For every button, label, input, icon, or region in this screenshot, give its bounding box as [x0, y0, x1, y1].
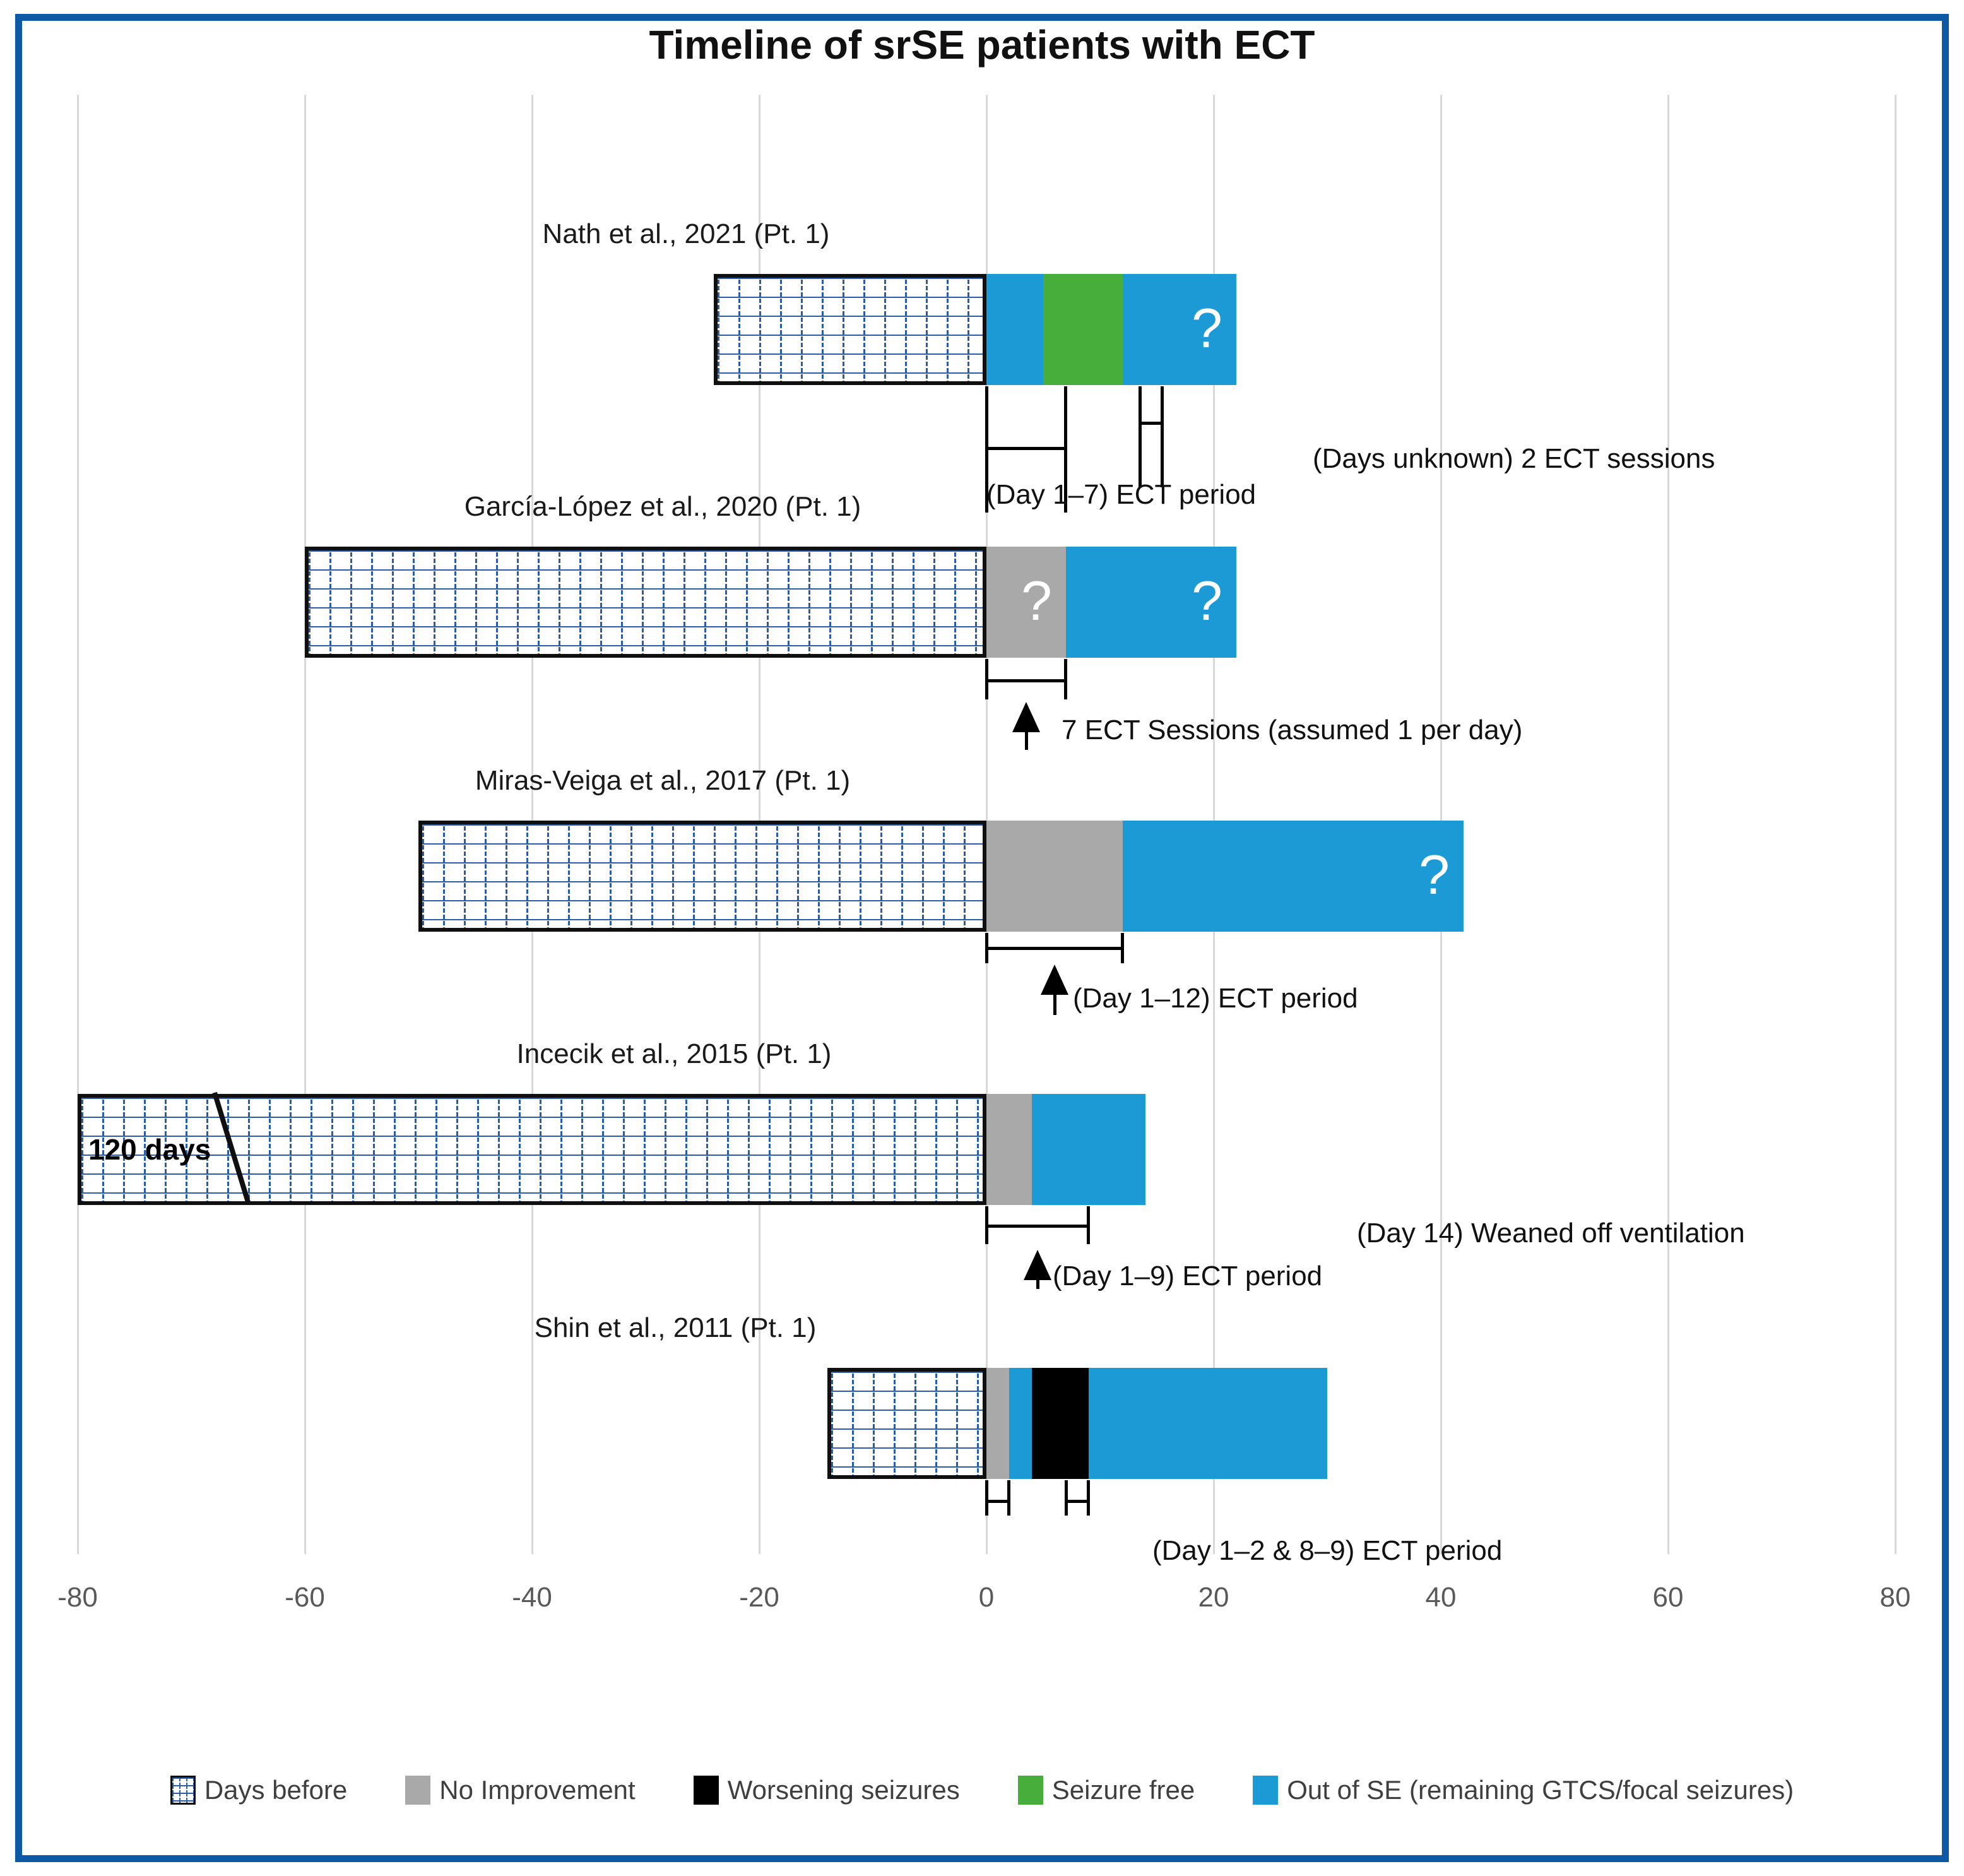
legend-label: Out of SE (remaining GTCS/focal seizures…	[1287, 1775, 1794, 1805]
annotation-arrow-stem	[1036, 1278, 1039, 1289]
legend-label: Days before	[204, 1775, 348, 1805]
gridline	[304, 95, 306, 1554]
bar-segment-out_of_se: ?	[1123, 821, 1464, 932]
bar-segment-out_of_se: ?	[1123, 274, 1236, 385]
legend-label: Seizure free	[1051, 1775, 1195, 1805]
annotation-text: (Day 1–12) ECT period	[1073, 983, 1358, 1014]
axis-tick-label: 40	[1425, 1582, 1457, 1613]
gridline	[1895, 95, 1896, 1554]
question-mark: ?	[1021, 569, 1052, 632]
bar-segment-days_before	[78, 1094, 986, 1205]
legend-swatch-out-of-se	[1253, 1776, 1279, 1805]
question-mark: ?	[1419, 843, 1450, 906]
axis-tick-label: -20	[739, 1582, 779, 1613]
ect-period-bracket	[985, 1480, 1010, 1516]
ect-period-bracket	[1139, 386, 1164, 487]
bar-segment-no_improvement	[986, 821, 1123, 932]
bar-inner-label: 120 days	[88, 1133, 211, 1166]
bar-segment-out_of_se	[986, 274, 1043, 385]
bar-row-label: Shin et al., 2011 (Pt. 1)	[534, 1312, 817, 1343]
axis-tick-label: -60	[285, 1582, 325, 1613]
gridline	[1667, 95, 1669, 1554]
bar-row-label: Nath et al., 2021 (Pt. 1)	[542, 218, 830, 249]
legend-item: Out of SE (remaining GTCS/focal seizures…	[1253, 1775, 1794, 1805]
annotation-text: (Day 14) Weaned off ventilation	[1357, 1218, 1745, 1249]
bar-segment-days_before	[305, 547, 986, 658]
bar-segment-no_improvement	[986, 1094, 1032, 1205]
bracket-crossbar	[988, 447, 1064, 450]
bar-segment-no_improvement	[986, 1368, 1009, 1479]
ect-period-bracket	[1065, 1480, 1090, 1516]
bar-segment-days_before	[827, 1368, 986, 1479]
annotation-text: (Day 1–2 & 8–9) ECT period	[1152, 1535, 1503, 1566]
ect-period-bracket	[985, 386, 1067, 513]
legend-swatch-seizure-free	[1017, 1776, 1043, 1805]
axis-tick-label: 80	[1879, 1582, 1911, 1613]
bracket-crossbar	[1142, 422, 1161, 425]
chart-title: Timeline of srSE patients with ECT	[649, 22, 1315, 68]
annotation-arrow-stem	[1025, 730, 1028, 750]
annotation-text: (Day 1–9) ECT period	[1053, 1261, 1323, 1291]
annotation-arrow-icon	[1024, 1250, 1051, 1280]
bracket-crossbar	[988, 947, 1121, 950]
legend-item: Worsening seizures	[693, 1775, 960, 1805]
legend-item: No Improvement	[405, 1775, 636, 1805]
annotation-text: (Days unknown) 2 ECT sessions	[1313, 443, 1715, 474]
chart-legend: Days before No Improvement Worsening seizu…	[0, 1775, 1964, 1805]
bracket-crossbar	[988, 1225, 1087, 1228]
bracket-crossbar	[988, 679, 1064, 682]
axis-tick-label: -80	[57, 1582, 98, 1613]
bar-row-label: Incecik et al., 2015 (Pt. 1)	[516, 1038, 832, 1069]
annotation-arrow-stem	[1053, 992, 1056, 1015]
annotation-text: 7 ECT Sessions (assumed 1 per day)	[1062, 715, 1523, 745]
bracket-crossbar	[1068, 1500, 1087, 1503]
legend-swatch-no-improvement	[405, 1776, 431, 1805]
axis-tick-label: 20	[1198, 1582, 1229, 1613]
ect-period-bracket	[985, 933, 1124, 963]
bar-row-label: García-López et al., 2020 (Pt. 1)	[464, 491, 861, 522]
annotation-text: (Day 1–7) ECT period	[986, 479, 1257, 510]
bar-segment-worsening	[1032, 1368, 1089, 1479]
annotation-arrow-icon	[1041, 965, 1068, 995]
annotation-arrow-icon	[1012, 702, 1040, 732]
axis-tick-label: -40	[512, 1582, 552, 1613]
bar-segment-no_improvement: ?	[986, 547, 1066, 658]
legend-label: No Improvement	[439, 1775, 636, 1805]
bracket-crossbar	[988, 1500, 1007, 1503]
bar-segment-days_before	[418, 821, 986, 932]
bar-segment-out_of_se	[1089, 1368, 1327, 1479]
axis-tick-label: 0	[978, 1582, 995, 1613]
bar-segment-out_of_se: ?	[1066, 547, 1236, 658]
legend-item: Seizure free	[1017, 1775, 1195, 1805]
legend-label: Worsening seizures	[727, 1775, 960, 1805]
axis-tick-label: 60	[1652, 1582, 1684, 1613]
bar-segment-days_before	[714, 274, 986, 385]
ect-period-bracket	[985, 1206, 1090, 1244]
legend-swatch-days-before	[170, 1776, 196, 1805]
ect-period-bracket	[985, 659, 1067, 699]
question-mark: ?	[1192, 569, 1222, 632]
bar-segment-out_of_se	[1009, 1368, 1032, 1479]
gridline	[77, 95, 79, 1554]
legend-item: Days before	[170, 1775, 347, 1805]
bar-row-label: Miras-Veiga et al., 2017 (Pt. 1)	[475, 765, 851, 796]
bar-segment-out_of_se	[1032, 1094, 1145, 1205]
bar-segment-seizure_free	[1043, 274, 1123, 385]
question-mark: ?	[1192, 296, 1222, 359]
legend-swatch-worsening	[693, 1776, 719, 1805]
